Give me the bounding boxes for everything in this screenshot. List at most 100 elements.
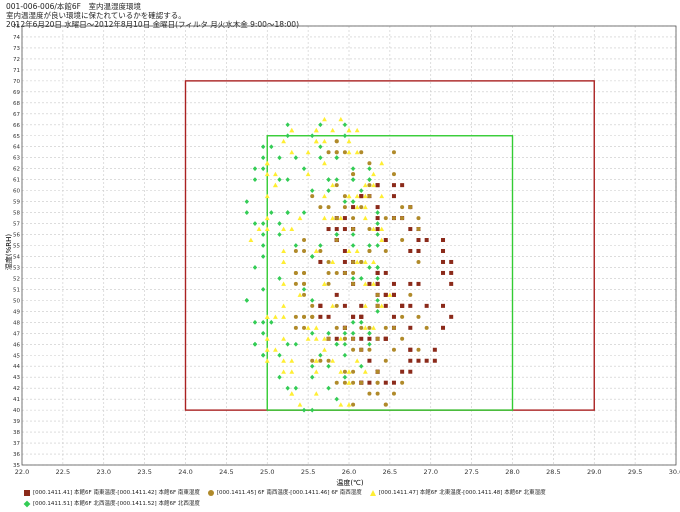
point-series-3 (277, 374, 282, 380)
point-series-1 (342, 205, 347, 210)
point-series-2 (313, 336, 319, 341)
point-series-2 (281, 138, 286, 144)
point-series-0 (383, 336, 388, 341)
point-series-2 (354, 149, 360, 155)
point-series-2 (338, 369, 344, 374)
point-series-2 (305, 325, 311, 330)
point-series-3 (260, 330, 266, 336)
point-series-3 (342, 122, 348, 128)
point-series-0 (383, 380, 388, 385)
point-series-0 (449, 259, 454, 264)
point-series-1 (416, 314, 421, 319)
point-series-0 (416, 248, 421, 253)
point-series-2 (289, 226, 295, 232)
y-tick-label: 53 (13, 265, 20, 271)
y-tick-label: 40 (13, 408, 20, 414)
point-series-1 (416, 347, 421, 352)
point-series-3 (260, 144, 266, 150)
point-series-1 (310, 358, 315, 363)
point-series-1 (351, 172, 356, 177)
point-series-2 (387, 292, 393, 297)
y-axis-label: 湿度(%RH) (4, 234, 13, 271)
point-series-2 (330, 182, 336, 188)
point-series-0 (391, 183, 396, 188)
point-series-1 (367, 248, 372, 253)
y-tick-label: 51 (13, 287, 20, 293)
point-series-1 (334, 216, 339, 221)
point-series-1 (400, 238, 405, 243)
point-series-3 (301, 166, 307, 172)
point-series-0 (342, 259, 347, 264)
point-series-3 (260, 254, 266, 259)
point-series-0 (375, 270, 380, 275)
point-series-1 (326, 150, 331, 155)
point-series-0 (375, 205, 380, 210)
point-series-2 (379, 160, 385, 166)
point-series-2 (330, 259, 336, 264)
point-series-3 (318, 243, 323, 248)
point-series-3 (260, 232, 266, 237)
point-series-1 (334, 325, 339, 330)
point-series-2 (371, 171, 376, 177)
point-series-3 (367, 330, 372, 336)
point-series-3 (310, 330, 315, 336)
point-series-3 (350, 330, 356, 336)
point-series-3 (244, 199, 250, 204)
point-series-2 (346, 402, 352, 407)
point-series-1 (326, 205, 331, 210)
point-series-3 (285, 210, 290, 215)
point-series-1 (367, 347, 372, 352)
y-tick-label: 72 (13, 57, 20, 63)
point-series-1 (375, 380, 380, 385)
y-tick-label: 36 (13, 452, 20, 458)
point-series-3 (260, 155, 266, 161)
point-series-1 (351, 347, 356, 352)
point-series-0 (449, 270, 454, 275)
point-series-1 (293, 325, 298, 330)
y-tick-label: 67 (13, 112, 20, 118)
legend-row: [000.1411.51] 本館6F 北西温度-[000.1411.52] 本館… (23, 499, 674, 510)
point-series-3 (301, 407, 307, 413)
point-series-1 (334, 183, 339, 188)
point-series-2 (379, 193, 385, 199)
point-series-0 (334, 292, 339, 297)
point-series-0 (408, 248, 413, 253)
point-series-2 (281, 281, 286, 286)
point-series-1 (342, 369, 347, 374)
point-series-2 (330, 303, 336, 308)
point-series-0 (441, 248, 446, 253)
point-series-0 (367, 358, 372, 363)
point-series-0 (375, 281, 380, 286)
y-tick-label: 71 (13, 68, 20, 74)
point-series-2 (362, 369, 368, 374)
point-series-2 (281, 314, 286, 319)
point-series-1 (302, 270, 307, 275)
point-series-0 (367, 380, 372, 385)
point-series-3 (301, 287, 307, 292)
point-series-2 (281, 226, 286, 232)
x-tick-label: 27.5 (464, 468, 478, 476)
point-series-0 (383, 238, 388, 243)
point-series-1 (318, 358, 323, 363)
point-series-1 (334, 238, 339, 243)
point-series-0 (367, 336, 372, 341)
point-series-1 (383, 358, 388, 363)
x-tick-label: 24.5 (219, 468, 233, 476)
point-series-2 (346, 193, 352, 199)
point-series-1 (359, 150, 364, 155)
point-series-2 (354, 248, 360, 253)
point-series-2 (313, 391, 319, 396)
point-series-0 (375, 216, 380, 221)
point-series-3 (375, 221, 380, 226)
point-series-0 (424, 238, 429, 243)
point-series-1 (391, 216, 396, 221)
x-tick-label: 25.5 (301, 468, 315, 476)
point-series-2 (264, 347, 270, 352)
point-series-1 (400, 336, 405, 341)
x-tick-labels: 22.0 22.5 23.0 23.5 24.0 24.5 25.0 25.5 26.0 26.5… (15, 468, 680, 476)
point-series-3 (293, 155, 299, 161)
point-series-1 (342, 270, 347, 275)
y-tick-label: 74 (13, 35, 20, 41)
point-series-1 (391, 150, 396, 155)
y-tick-label: 62 (13, 167, 20, 173)
